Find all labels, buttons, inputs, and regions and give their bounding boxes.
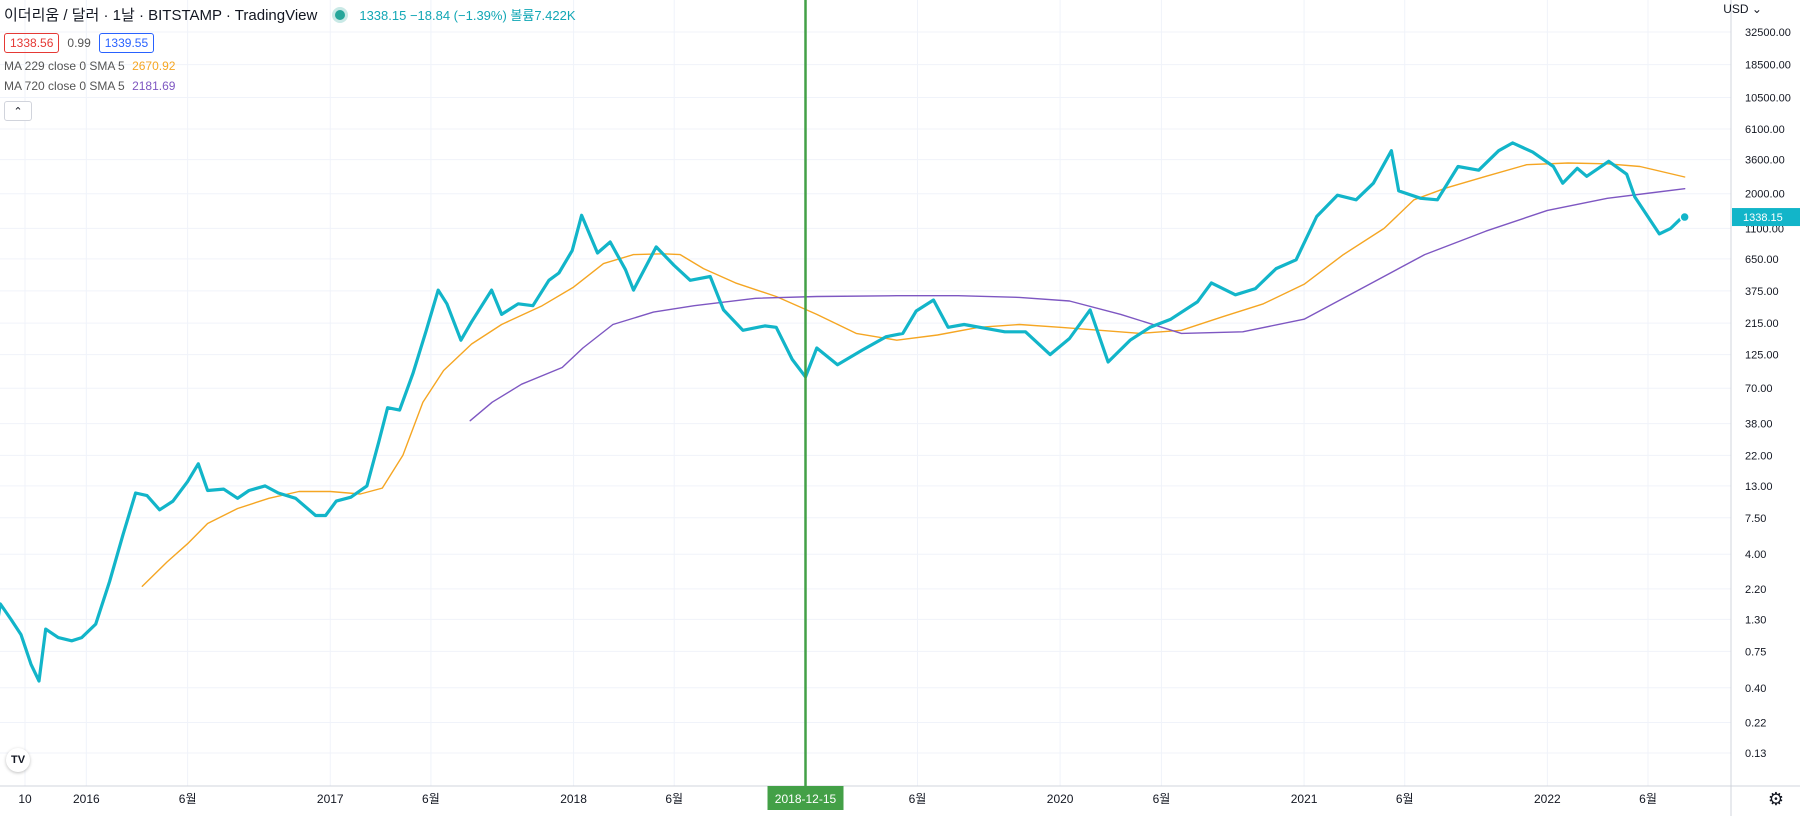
x-tick-label: 6월 <box>1153 792 1171 806</box>
sell-price-button[interactable]: 1338.56 <box>4 33 60 53</box>
indicator-ma229[interactable]: MA 229 close 0 SMA 5 2670.92 <box>4 59 576 73</box>
last-price-label: 1338.15 <box>1743 212 1783 224</box>
x-tick-label: 2022 <box>1534 792 1561 806</box>
y-tick-label: 2.20 <box>1745 584 1766 596</box>
x-tick-label: 2016 <box>73 792 100 806</box>
price-series-line <box>0 141 1687 683</box>
y-tick-label: 7.50 <box>1745 513 1766 525</box>
x-tick-label: 2020 <box>1047 792 1074 806</box>
y-tick-label: 2000.00 <box>1745 189 1785 201</box>
y-tick-label: 3600.00 <box>1745 155 1785 167</box>
y-tick-label: 0.13 <box>1745 748 1766 760</box>
y-tick-label: 1100.00 <box>1745 223 1784 235</box>
indicator-ma229-label: MA 229 close 0 SMA 5 <box>4 59 125 73</box>
x-tick-label: 6월 <box>179 792 197 806</box>
chart-legend: 이더리움 / 달러 · 1날 · BITSTAMP · TradingView … <box>4 4 576 121</box>
ma229-series-line <box>141 162 1686 587</box>
y-tick-label: 70.00 <box>1745 383 1773 395</box>
y-tick-label: 0.22 <box>1745 717 1766 729</box>
y-tick-label: 32500.00 <box>1745 27 1791 39</box>
y-tick-label: 13.00 <box>1745 481 1773 493</box>
x-tick-label: 2017 <box>317 792 344 806</box>
market-status-icon <box>335 9 346 20</box>
last-price-label-box <box>1732 208 1800 227</box>
currency-selector[interactable]: USD ⌄ <box>1723 2 1762 16</box>
last-price-marker <box>1679 211 1690 223</box>
gear-icon[interactable]: ⚙ <box>1767 789 1784 809</box>
y-tick-label: 1.30 <box>1745 614 1766 626</box>
y-tick-label: 215.00 <box>1745 318 1779 330</box>
tradingview-logo-icon[interactable]: TV <box>6 748 30 772</box>
crosshair-date-box <box>767 786 844 810</box>
indicator-ma720-label: MA 720 close 0 SMA 5 <box>4 79 125 93</box>
x-tick-label: 2018 <box>560 792 587 806</box>
y-tick-label: 18500.00 <box>1745 60 1791 72</box>
y-tick-label: 0.75 <box>1745 646 1766 658</box>
x-tick-label: 6월 <box>1396 792 1414 806</box>
spread-value: 0.99 <box>67 36 91 50</box>
y-tick-label: 6100.00 <box>1745 124 1785 136</box>
y-tick-label: 4.00 <box>1745 549 1766 561</box>
x-tick-label: 2021 <box>1291 792 1318 806</box>
x-tick-label: 6월 <box>909 792 927 806</box>
ma720-series-line <box>469 188 1686 422</box>
buy-price-button[interactable]: 1339.55 <box>98 33 155 53</box>
y-tick-label: 375.00 <box>1745 286 1779 298</box>
y-tick-label: 125.00 <box>1745 350 1779 362</box>
x-tick-label: 6월 <box>422 792 440 806</box>
y-tick-label: 38.00 <box>1745 419 1773 431</box>
y-tick-label: 650.00 <box>1745 254 1779 266</box>
indicator-ma229-value: 2670.92 <box>132 59 176 73</box>
indicator-ma720[interactable]: MA 720 close 0 SMA 5 2181.69 <box>4 79 576 93</box>
y-tick-label: 22.00 <box>1745 450 1773 462</box>
ohlc-values: 1338.15 −18.84 (−1.39%) 볼륨7.422K <box>359 8 576 23</box>
y-tick-label: 0.40 <box>1745 683 1766 695</box>
collapse-legend-button[interactable]: ⌃ <box>4 101 32 121</box>
y-tick-label: 10500.00 <box>1745 93 1791 105</box>
symbol-title[interactable]: 이더리움 / 달러 · 1날 · BITSTAMP · TradingView <box>4 7 318 24</box>
x-tick-label: 6월 <box>665 792 683 806</box>
x-tick-label: 10 <box>18 792 32 806</box>
x-tick-label: 6월 <box>1639 792 1657 806</box>
indicator-ma720-value: 2181.69 <box>132 79 176 93</box>
crosshair-date-label: 2018-12-15 <box>775 792 837 806</box>
